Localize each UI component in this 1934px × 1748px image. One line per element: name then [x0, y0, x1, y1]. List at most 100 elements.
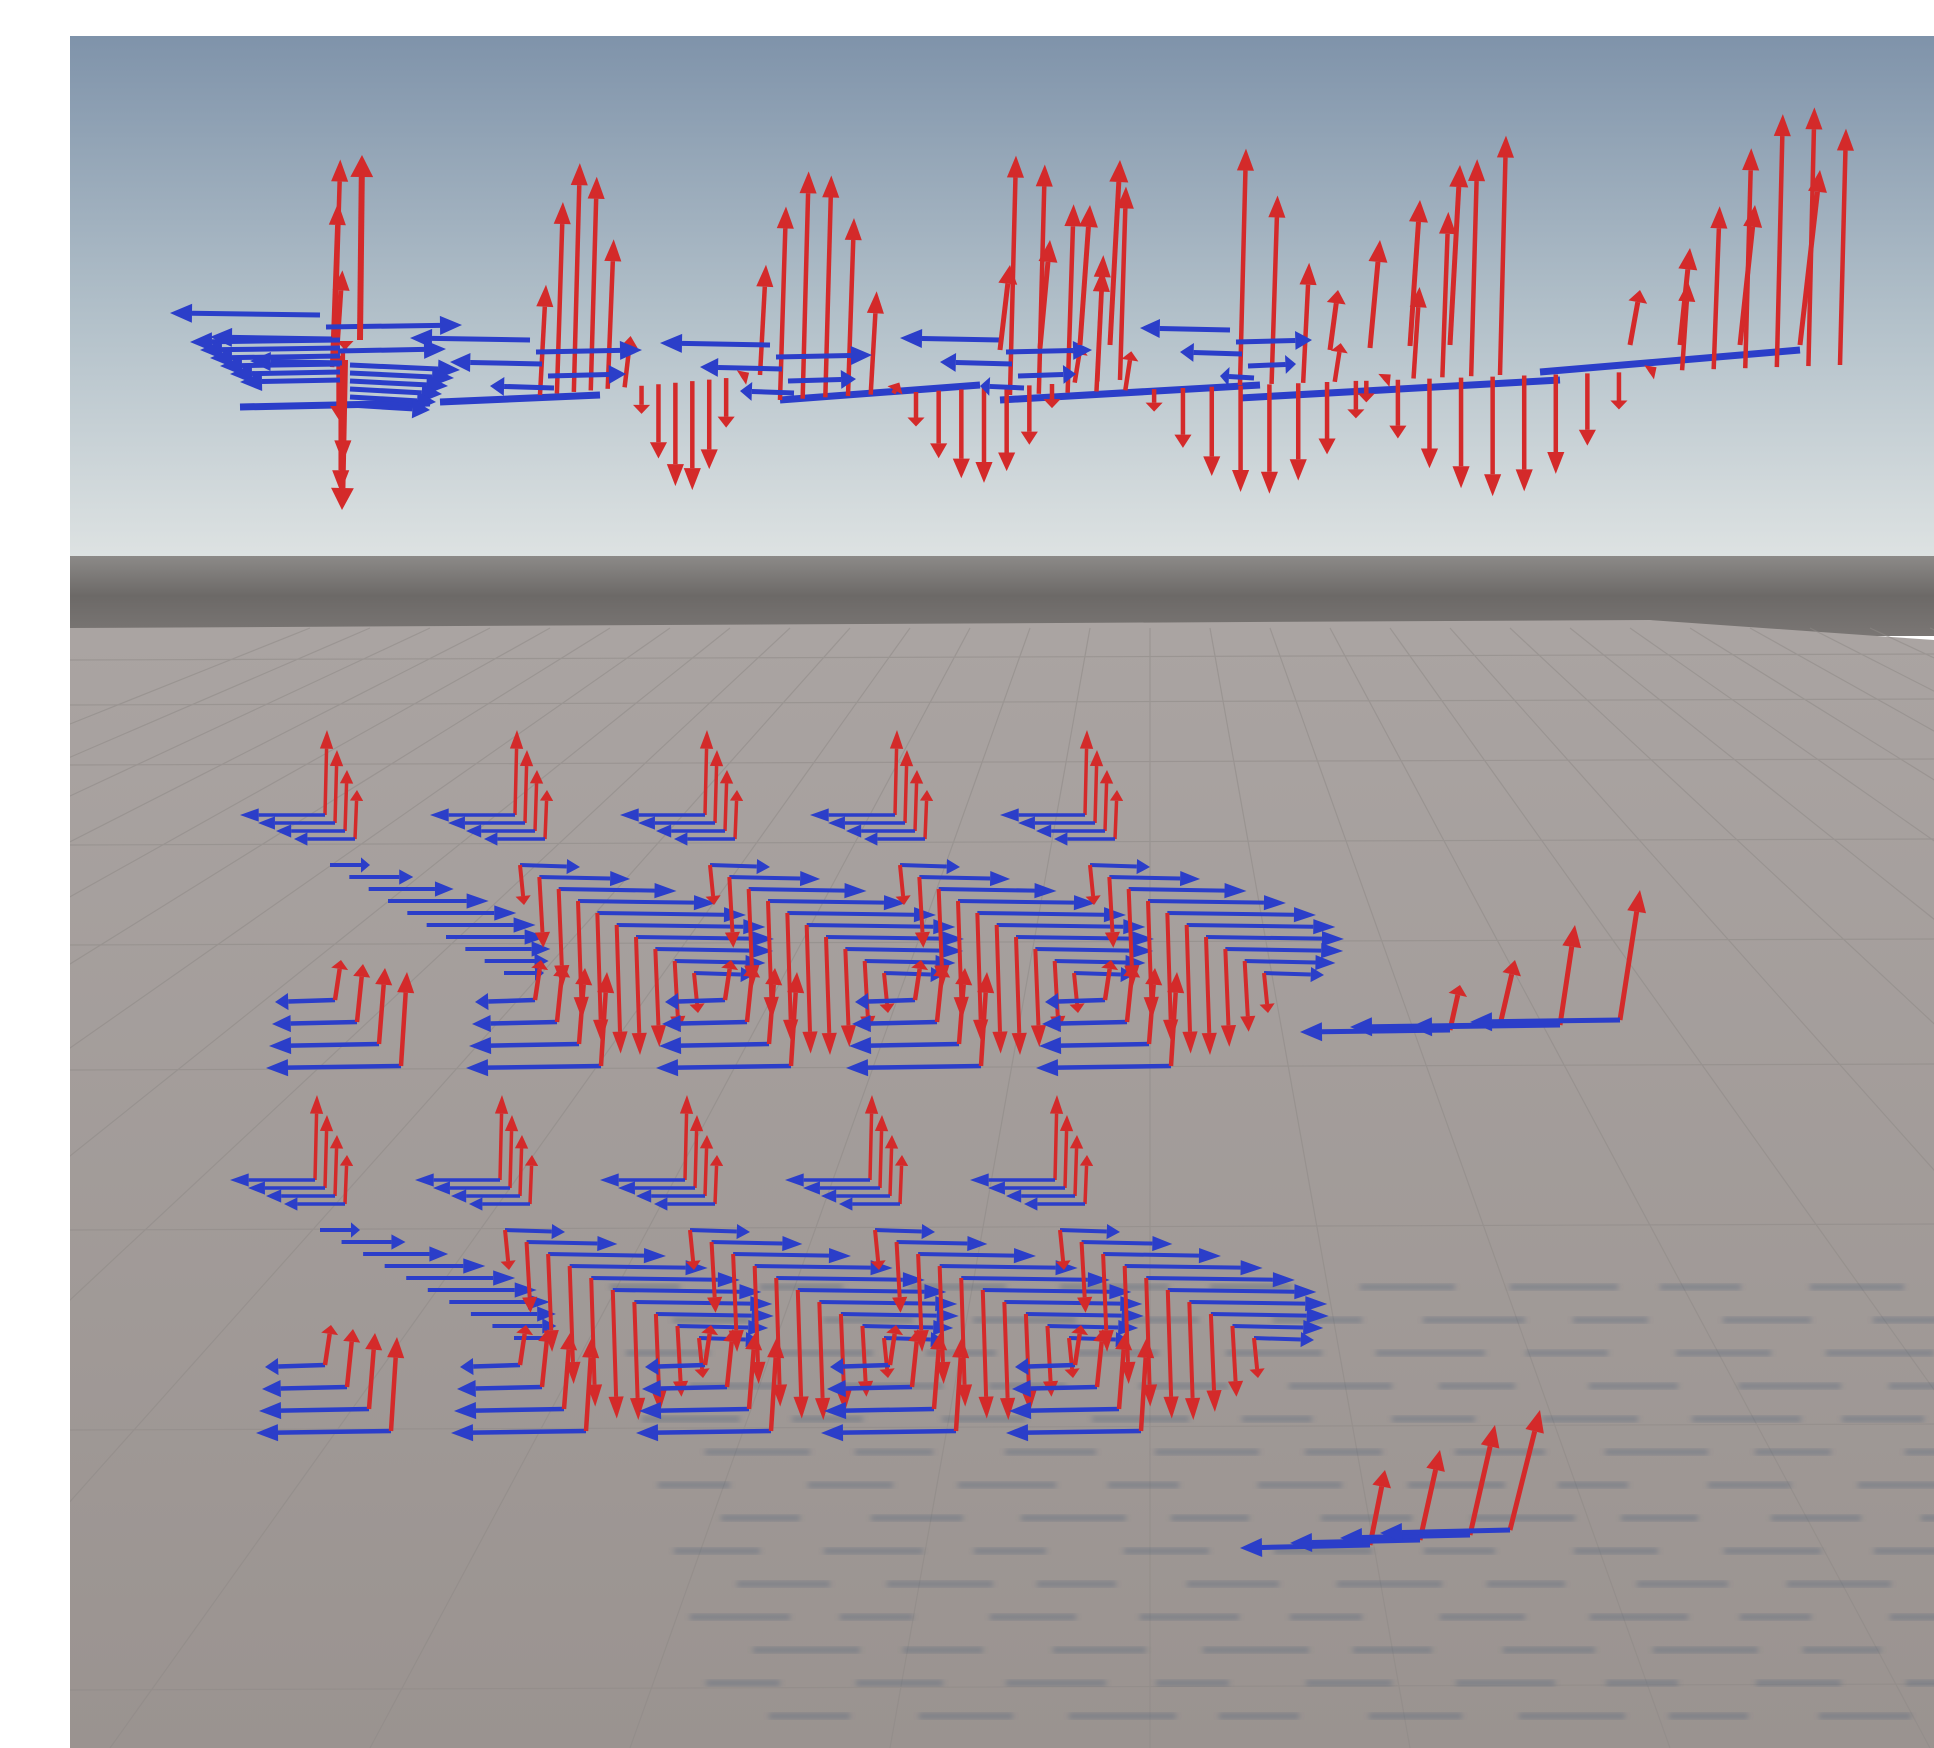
red-vertical-arrow: [331, 960, 349, 1001]
red-vertical-arrow: [889, 730, 904, 816]
red-vertical-arrow: [1232, 385, 1250, 493]
blue-horizontal-arrow: [660, 333, 771, 353]
red-vertical-arrow: [1064, 204, 1082, 393]
red-vertical-arrow: [331, 159, 349, 365]
red-vertical-arrow: [1011, 936, 1027, 1055]
blue-horizontal-arrow: [320, 1222, 360, 1238]
red-vertical-arrow: [802, 924, 818, 1054]
blue-horizontal-arrow: [1340, 1527, 1471, 1547]
shadow-streak: [1140, 1615, 1239, 1619]
blue-horizontal-arrow: [810, 808, 895, 822]
blue-horizontal-arrow: [982, 1284, 1132, 1300]
red-vertical-arrow: [1439, 211, 1457, 378]
red-vertical-arrow: [1109, 790, 1124, 840]
blue-horizontal-arrow: [785, 1173, 870, 1187]
blue-horizontal-arrow: [845, 943, 964, 959]
red-vertical-arrow: [895, 864, 911, 905]
blue-horizontal-arrow: [446, 929, 547, 945]
red-vertical-arrow: [534, 876, 551, 948]
shadow-streak: [1037, 1582, 1116, 1586]
red-vertical-arrow: [911, 960, 929, 1001]
shadow-streak: [1558, 1483, 1628, 1487]
red-vertical-arrow: [884, 1135, 899, 1197]
red-vertical-arrow: [575, 968, 593, 1045]
shadow-streak: [1392, 1417, 1475, 1421]
red-vertical-arrow: [709, 1155, 724, 1205]
red-vertical-arrow: [892, 1241, 908, 1313]
blue-horizontal-arrow: [407, 905, 517, 921]
shadow-streak: [1455, 1450, 1545, 1454]
red-vertical-arrow: [999, 1301, 1016, 1420]
red-vertical-arrow: [1299, 262, 1317, 384]
blue-horizontal-arrow: [1147, 895, 1286, 911]
blue-horizontal-arrow: [248, 1181, 325, 1195]
red-vertical-arrow: [707, 1241, 723, 1313]
red-vertical-arrow: [1452, 377, 1470, 489]
red-vertical-arrow: [649, 384, 668, 459]
shadow-streak: [1637, 1582, 1728, 1586]
red-vertical-arrow: [908, 1329, 926, 1388]
shadow-streak: [1076, 1351, 1159, 1355]
shadow-streak: [1890, 1615, 1934, 1619]
shadow-streak: [1471, 1516, 1575, 1520]
shadow-streak: [1440, 1615, 1525, 1619]
red-vertical-arrow: [329, 1135, 344, 1197]
red-vertical-arrow: [840, 948, 857, 1047]
blue-horizontal-arrow: [797, 1284, 947, 1300]
shadow-streak: [871, 1516, 963, 1520]
red-vertical-arrow: [765, 968, 783, 1045]
red-vertical-arrow: [787, 972, 805, 1067]
red-vertical-arrow: [1496, 135, 1514, 376]
shadow-streak: [1826, 1351, 1934, 1355]
red-vertical-arrow: [1104, 876, 1121, 948]
red-vertical-arrow: [319, 1115, 334, 1189]
blue-horizontal-arrow: [470, 1306, 556, 1322]
blue-horizontal-arrow: [475, 993, 536, 1011]
red-vertical-arrow: [723, 1329, 741, 1388]
red-vertical-arrow: [1085, 864, 1101, 905]
shadow-streak: [1360, 1285, 1455, 1289]
red-vertical-arrow: [1357, 380, 1375, 403]
blue-horizontal-arrow: [272, 1015, 358, 1033]
blue-horizontal-arrow: [709, 858, 770, 875]
shadow-streak: [690, 1615, 790, 1619]
blue-horizontal-arrow: [638, 816, 715, 830]
red-vertical-arrow: [529, 770, 544, 832]
blue-horizontal-arrow: [265, 1358, 326, 1376]
shadow-streak: [903, 1648, 983, 1652]
shadow-streak: [1526, 1351, 1608, 1355]
red-vertical-arrow: [1507, 1410, 1544, 1531]
blue-horizontal-arrow: [656, 824, 725, 838]
blue-horizontal-arrow: [1128, 883, 1247, 899]
red-vertical-arrow: [1797, 170, 1827, 346]
shadow-streak: [856, 1681, 943, 1685]
red-vertical-arrow: [1145, 968, 1163, 1045]
blue-horizontal-arrow: [526, 1235, 618, 1252]
blue-horizontal-arrow: [711, 1235, 803, 1252]
blue-horizontal-arrow: [654, 1197, 715, 1211]
red-vertical-arrow: [504, 1115, 519, 1189]
blue-horizontal-arrow: [662, 1015, 748, 1033]
shadow-streak: [1692, 1417, 1801, 1421]
blue-horizontal-arrow: [900, 328, 1001, 348]
red-vertical-arrow: [650, 948, 667, 1047]
red-vertical-arrow: [721, 960, 739, 1001]
red-vertical-arrow: [822, 175, 840, 398]
blue-horizontal-arrow: [539, 870, 631, 887]
blue-horizontal-arrow: [466, 824, 535, 838]
blue-horizontal-arrow: [1039, 1037, 1150, 1055]
blue-horizontal-arrow: [349, 869, 414, 885]
red-vertical-arrow: [814, 1301, 831, 1420]
blue-horizontal-arrow: [535, 340, 642, 360]
red-vertical-arrow: [1006, 155, 1024, 396]
shadow-streak: [1258, 1483, 1342, 1487]
red-vertical-arrow: [350, 155, 374, 341]
red-vertical-arrow: [700, 379, 718, 470]
red-vertical-arrow: [998, 386, 1016, 472]
sky-axis-bar: [239, 399, 431, 411]
red-vertical-arrow: [1236, 148, 1254, 386]
shadow-streak: [792, 1417, 863, 1421]
red-vertical-arrow: [1220, 948, 1237, 1047]
blue-horizontal-arrow: [349, 399, 430, 419]
red-vertical-arrow: [705, 864, 721, 905]
